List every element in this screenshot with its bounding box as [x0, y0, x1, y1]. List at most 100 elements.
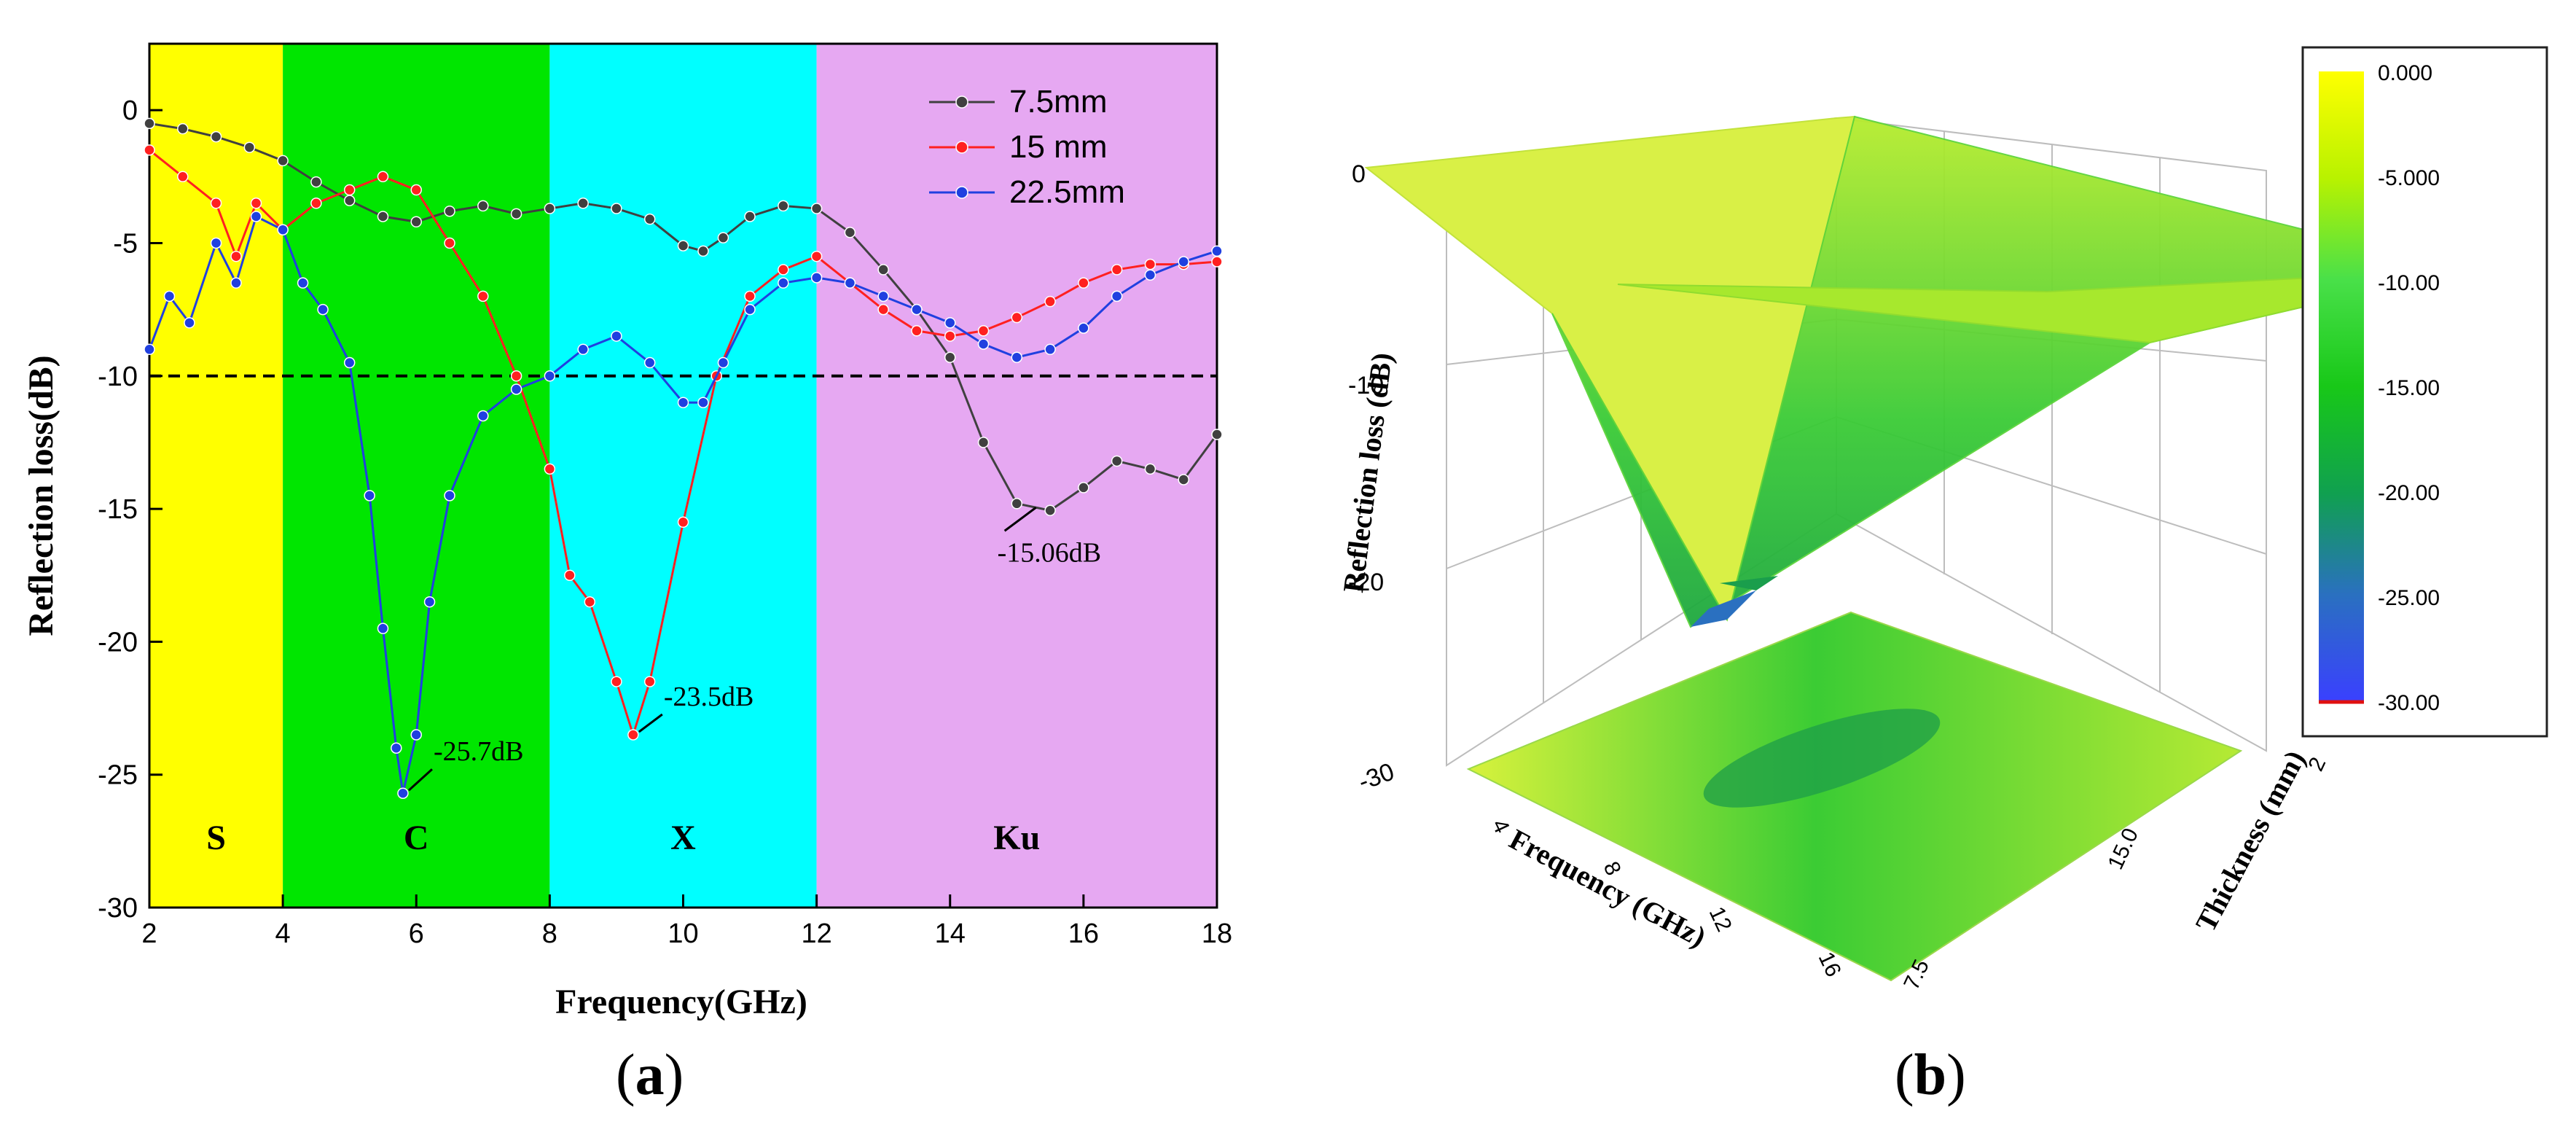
- series-line: [149, 122, 1218, 512]
- z-tick-2: -20: [1348, 569, 1384, 596]
- colorbar-label-5: -25.00: [2378, 586, 2440, 610]
- band-c: [283, 44, 550, 908]
- data-point: [343, 195, 356, 206]
- band-label-s: S: [206, 819, 226, 857]
- data-point: [343, 184, 356, 196]
- data-point: [230, 250, 242, 262]
- x-tick-label: 18: [1202, 918, 1232, 949]
- annotation-label: -25.7dB: [434, 736, 524, 767]
- data-point: [697, 245, 709, 257]
- data-point: [977, 325, 990, 337]
- z-axis-label: Reflection loss (dB): [1336, 351, 1398, 594]
- series-line: [149, 149, 1218, 739]
- z-tick-0: 0: [1352, 160, 1366, 188]
- data-point: [510, 383, 522, 395]
- floor-projection: [1466, 611, 2243, 982]
- data-point: [877, 303, 889, 316]
- data-point: [444, 237, 455, 249]
- data-point: [611, 676, 622, 687]
- data-point: [377, 171, 389, 183]
- y-tick-label: -15: [98, 494, 138, 525]
- data-point: [297, 277, 309, 289]
- data-point: [210, 237, 222, 249]
- data-point: [611, 330, 622, 342]
- x-tick-label: 2: [141, 918, 157, 949]
- series-22.5mm: [144, 211, 1223, 799]
- data-point: [717, 232, 729, 243]
- legend-swatch-marker: [955, 186, 968, 199]
- x-tick-0: 4: [1487, 816, 1514, 837]
- data-point: [377, 211, 389, 222]
- data-point: [410, 216, 422, 228]
- colorbar-label-1: -5.000: [2378, 166, 2440, 190]
- legend-label: 15 mm: [1009, 129, 1107, 165]
- data-point: [778, 277, 789, 289]
- colorbar-label-0: 0.000: [2378, 61, 2432, 85]
- data-point: [1144, 269, 1156, 281]
- colorbar-label-2: -10.00: [2378, 271, 2440, 295]
- frequency-bands: S C X Ku: [149, 44, 1217, 908]
- chart-a: S C X Ku -25.7dB -23.5dB -15.06dB 2 4 6 8 10 12 14 1…: [22, 42, 1232, 1021]
- data-point: [364, 490, 375, 502]
- data-point: [377, 623, 389, 634]
- data-point: [643, 356, 656, 369]
- x-tick-label: 4: [275, 918, 291, 949]
- data-point: [977, 338, 990, 350]
- data-point: [844, 227, 856, 238]
- x-tick-label: 6: [409, 918, 424, 949]
- band-label-c: C: [404, 819, 429, 857]
- x-tick-label: 8: [542, 918, 557, 949]
- colorbar-label-4: -20.00: [2378, 481, 2440, 505]
- data-point: [477, 200, 489, 212]
- data-point: [343, 356, 356, 369]
- data-point: [210, 198, 222, 209]
- data-point: [577, 198, 589, 209]
- data-point: [177, 122, 189, 135]
- data-point: [1044, 504, 1056, 517]
- data-point: [391, 742, 402, 754]
- colorbar: 0.000 -5.000 -10.00 -15.00 -20.00 -25.00…: [2301, 46, 2548, 738]
- data-point: [1044, 343, 1056, 356]
- data-point: [911, 325, 923, 337]
- data-point: [677, 516, 689, 528]
- data-point: [1211, 245, 1223, 257]
- data-point: [163, 290, 176, 303]
- data-point: [1011, 498, 1023, 510]
- x-axis-label: Frequency(GHz): [555, 983, 807, 1021]
- data-point: [977, 437, 990, 448]
- data-point: [477, 290, 489, 303]
- legend-label: 7.5mm: [1009, 84, 1107, 120]
- data-point: [1078, 277, 1089, 289]
- data-point: [677, 240, 689, 251]
- data-point: [564, 569, 576, 581]
- data-point: [1078, 322, 1089, 334]
- data-point: [210, 130, 222, 143]
- data-point: [144, 117, 155, 130]
- data-point: [844, 277, 856, 289]
- panel-label-a-text: a: [635, 1043, 665, 1107]
- annotation-arrow: [638, 713, 663, 733]
- data-point: [911, 303, 923, 316]
- data-point: [877, 290, 889, 303]
- annotation-label: -15.06dB: [998, 537, 1102, 568]
- panel-label-a: (a): [616, 1043, 684, 1107]
- data-point: [444, 205, 455, 217]
- floor-minimum: [1703, 709, 1941, 808]
- data-point: [1178, 474, 1189, 485]
- data-point: [410, 184, 422, 196]
- data-point: [677, 397, 689, 408]
- data-point: [310, 198, 322, 209]
- data-point: [778, 200, 789, 212]
- data-point: [643, 213, 656, 225]
- data-point: [810, 272, 823, 284]
- data-point: [310, 176, 322, 188]
- data-point: [477, 410, 489, 422]
- panel-label-b: (b): [1895, 1043, 1966, 1107]
- y-tick-label: -20: [98, 627, 138, 658]
- data-point: [510, 208, 522, 220]
- data-point: [944, 317, 956, 329]
- data-point: [423, 596, 436, 608]
- data-point: [1078, 482, 1089, 494]
- data-point: [230, 277, 242, 289]
- y-axis-label: Thickness (mm): [2189, 745, 2312, 937]
